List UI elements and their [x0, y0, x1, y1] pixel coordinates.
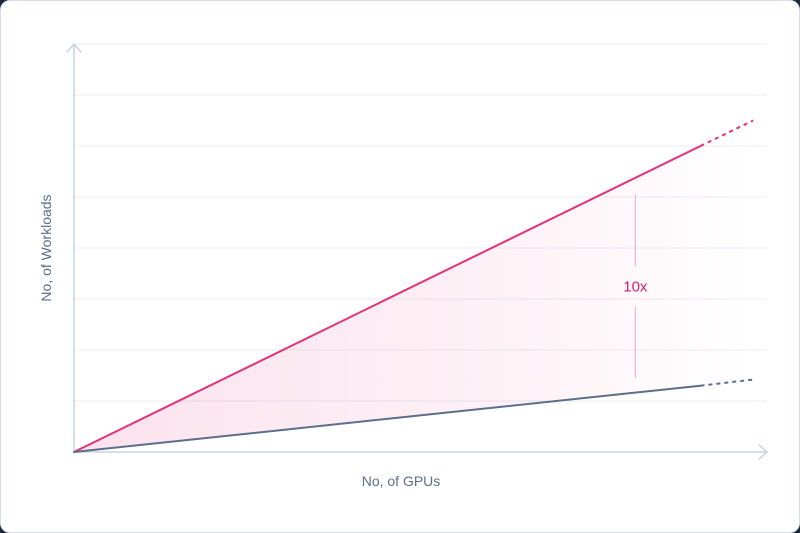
series-2-projection	[700, 378, 754, 387]
y-axis-label: No, of Workloads	[38, 194, 54, 301]
annotation-label: 10x	[623, 278, 648, 295]
x-axis-arrow-icon	[758, 444, 768, 460]
annotations: 10x	[623, 194, 648, 379]
axes	[66, 43, 768, 460]
series-1-line	[73, 145, 702, 453]
y-axis-arrow-icon	[66, 43, 82, 53]
series	[73, 119, 754, 453]
series-2-line	[73, 384, 702, 453]
series-1-projection	[700, 119, 754, 147]
x-axis-label: No, of GPUs	[362, 473, 441, 489]
